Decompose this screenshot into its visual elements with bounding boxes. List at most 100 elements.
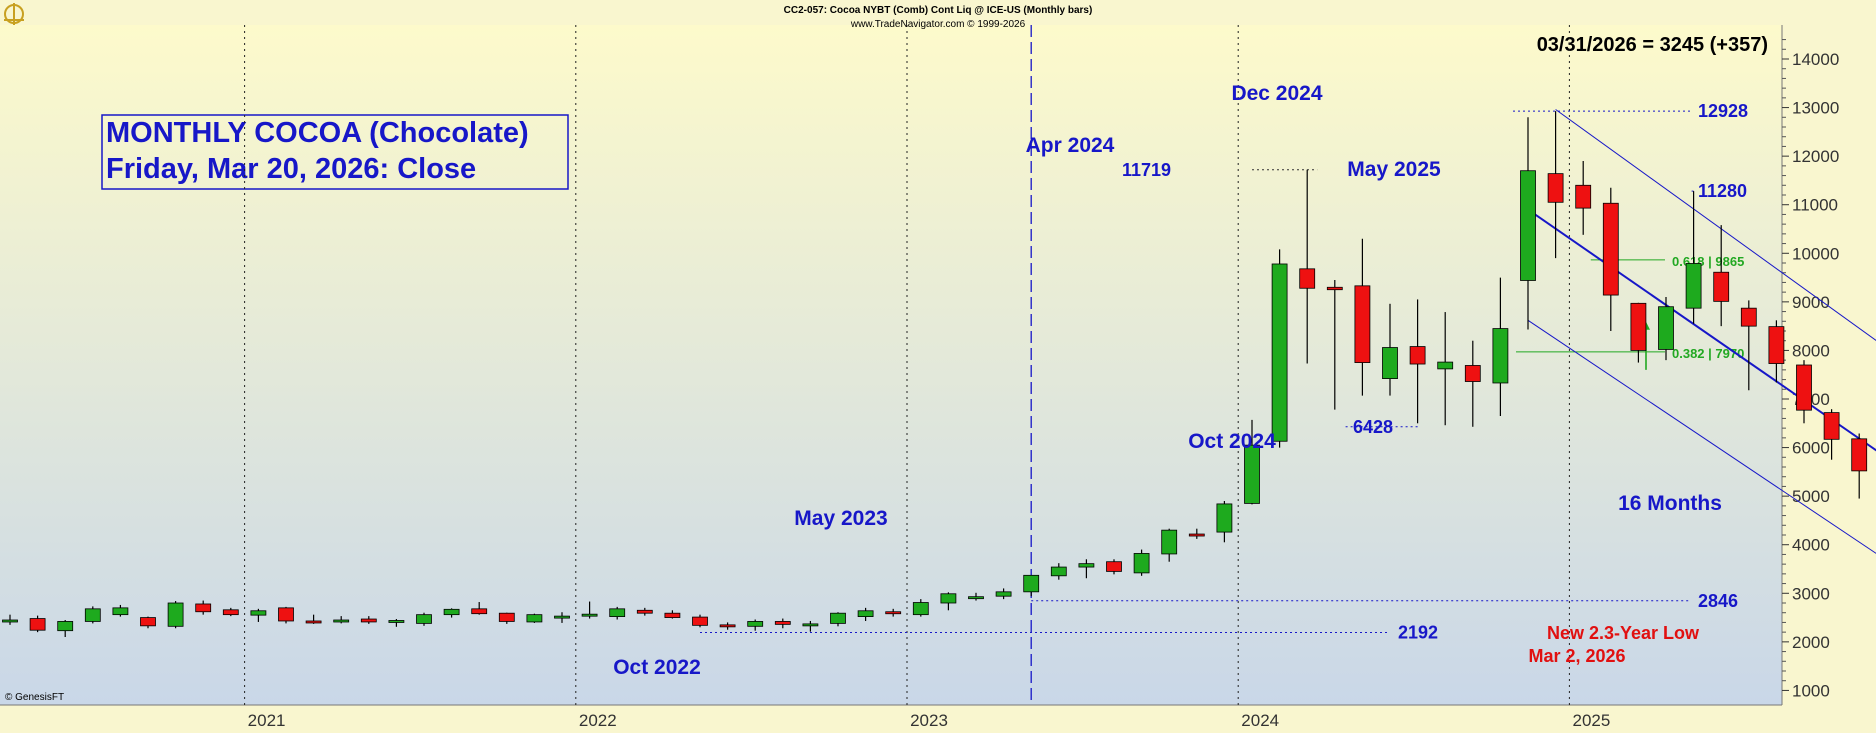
candle-body (581, 613, 598, 617)
candle-body (968, 596, 984, 600)
candle-2022-01 (581, 601, 598, 619)
candle-body (1437, 361, 1454, 370)
candle-2020-11 (195, 600, 212, 615)
candles (2, 111, 1868, 637)
candle-body (526, 614, 543, 623)
candle-body (443, 608, 460, 616)
candle-2024-11 (1520, 117, 1536, 330)
candle-2020-10 (167, 601, 184, 629)
candle-body (305, 620, 322, 624)
candle-body (830, 612, 846, 624)
candle-2023-07 (1078, 559, 1095, 579)
candle-2023-02 (940, 592, 957, 611)
candle-body (195, 603, 212, 613)
candle-body (885, 611, 902, 615)
candle-2021-04 (333, 616, 350, 624)
candle-2024-12 (1547, 111, 1564, 259)
y-tick-label-11000: 11000 (1792, 196, 1838, 215)
level-label-2192: 2192 (1398, 623, 1438, 643)
candle-body (747, 621, 764, 627)
candle-2024-04 (1326, 280, 1343, 410)
candle-body (222, 609, 239, 616)
candle-2024-01 (1244, 419, 1260, 505)
candle-body (388, 620, 405, 623)
y-tick-label-4000: 4000 (1792, 536, 1830, 555)
candle-body (1078, 563, 1095, 568)
candle-body (1106, 561, 1122, 572)
candle-2025-08 (1768, 320, 1785, 383)
candle-body (554, 615, 570, 619)
candle-body (1520, 170, 1536, 281)
x-tick-label-2025: 2025 (1572, 711, 1610, 730)
plot-area (0, 25, 1782, 705)
candle-body (471, 608, 488, 615)
level-label-11719: 11719 (1122, 160, 1171, 180)
candle-body (1796, 364, 1812, 411)
candle-2020-06 (57, 620, 74, 637)
candle-2022-02 (609, 606, 626, 620)
candle-2025-06 (1713, 225, 1730, 327)
y-tick-label-1000: 1000 (1792, 681, 1830, 700)
candle-2022-03 (636, 607, 653, 616)
candle-body (719, 624, 736, 628)
trend-channel-lower (1527, 319, 1876, 554)
candle-body (140, 617, 156, 627)
candle-2024-07 (1409, 299, 1426, 424)
candle-body (912, 602, 929, 616)
candle-body (1740, 307, 1757, 327)
candle-body (1133, 553, 1150, 574)
candle-body (1244, 444, 1260, 504)
candle-2025-05 (1685, 191, 1702, 324)
candle-body (1409, 346, 1426, 365)
annotation-16-months: 16 Months (1618, 492, 1722, 515)
candle-2022-06 (719, 622, 736, 630)
candle-2022-11 (857, 607, 874, 621)
candle-2025-09 (1796, 360, 1812, 424)
copyright-label: © GenesisFT (5, 692, 64, 703)
candle-2022-05 (692, 614, 708, 628)
candle-body (609, 608, 626, 617)
candle-2021-11 (526, 613, 543, 623)
candle-2024-09 (1464, 340, 1481, 427)
candle-2022-12 (885, 608, 902, 617)
annotation-may-2025: May 2025 (1347, 158, 1441, 181)
candle-2021-09 (471, 602, 488, 615)
annotation-apr-2024: Apr 2024 (1026, 134, 1115, 157)
candle-2021-05 (360, 616, 377, 624)
candle-2024-03 (1299, 169, 1316, 364)
last-price-readout: 03/31/2026 = 3245 (+357) (1537, 34, 1768, 56)
candle-body (1547, 173, 1564, 203)
candle-body (416, 614, 432, 624)
candle-body (1630, 302, 1647, 351)
x-tick-label-2023: 2023 (910, 711, 948, 730)
candle-2023-06 (1050, 563, 1067, 580)
candle-body (1851, 438, 1868, 472)
candle-body (57, 621, 74, 632)
candle-2022-08 (774, 618, 791, 629)
candle-body (802, 623, 819, 627)
y-tick-label-10000: 10000 (1792, 244, 1839, 263)
trend-channel-upper (1555, 109, 1876, 341)
candle-body (1658, 306, 1674, 350)
candle-2021-03 (305, 614, 322, 624)
candle-body (1602, 202, 1619, 296)
level-label-11280: 11280 (1698, 181, 1747, 201)
candle-2020-05 (29, 615, 46, 633)
candle-2023-12 (1216, 501, 1233, 543)
candle-2023-11 (1188, 528, 1205, 539)
candle-body (1823, 412, 1840, 440)
candle-body (1271, 263, 1288, 442)
candle-2020-04 (2, 614, 18, 625)
candle-body (664, 612, 681, 618)
y-tick-label-14000: 14000 (1792, 50, 1839, 69)
candle-2025-10 (1823, 409, 1840, 460)
y-tick-label-13000: 13000 (1792, 99, 1839, 118)
candle-body (1492, 328, 1509, 384)
candle-2021-10 (498, 612, 515, 624)
candle-2023-01 (912, 599, 929, 617)
level-label-6428: 6428 (1353, 417, 1393, 437)
level-label-9865: 0.618 | 9865 (1672, 254, 1744, 269)
candle-body (360, 618, 377, 623)
candle-body (1575, 184, 1592, 209)
